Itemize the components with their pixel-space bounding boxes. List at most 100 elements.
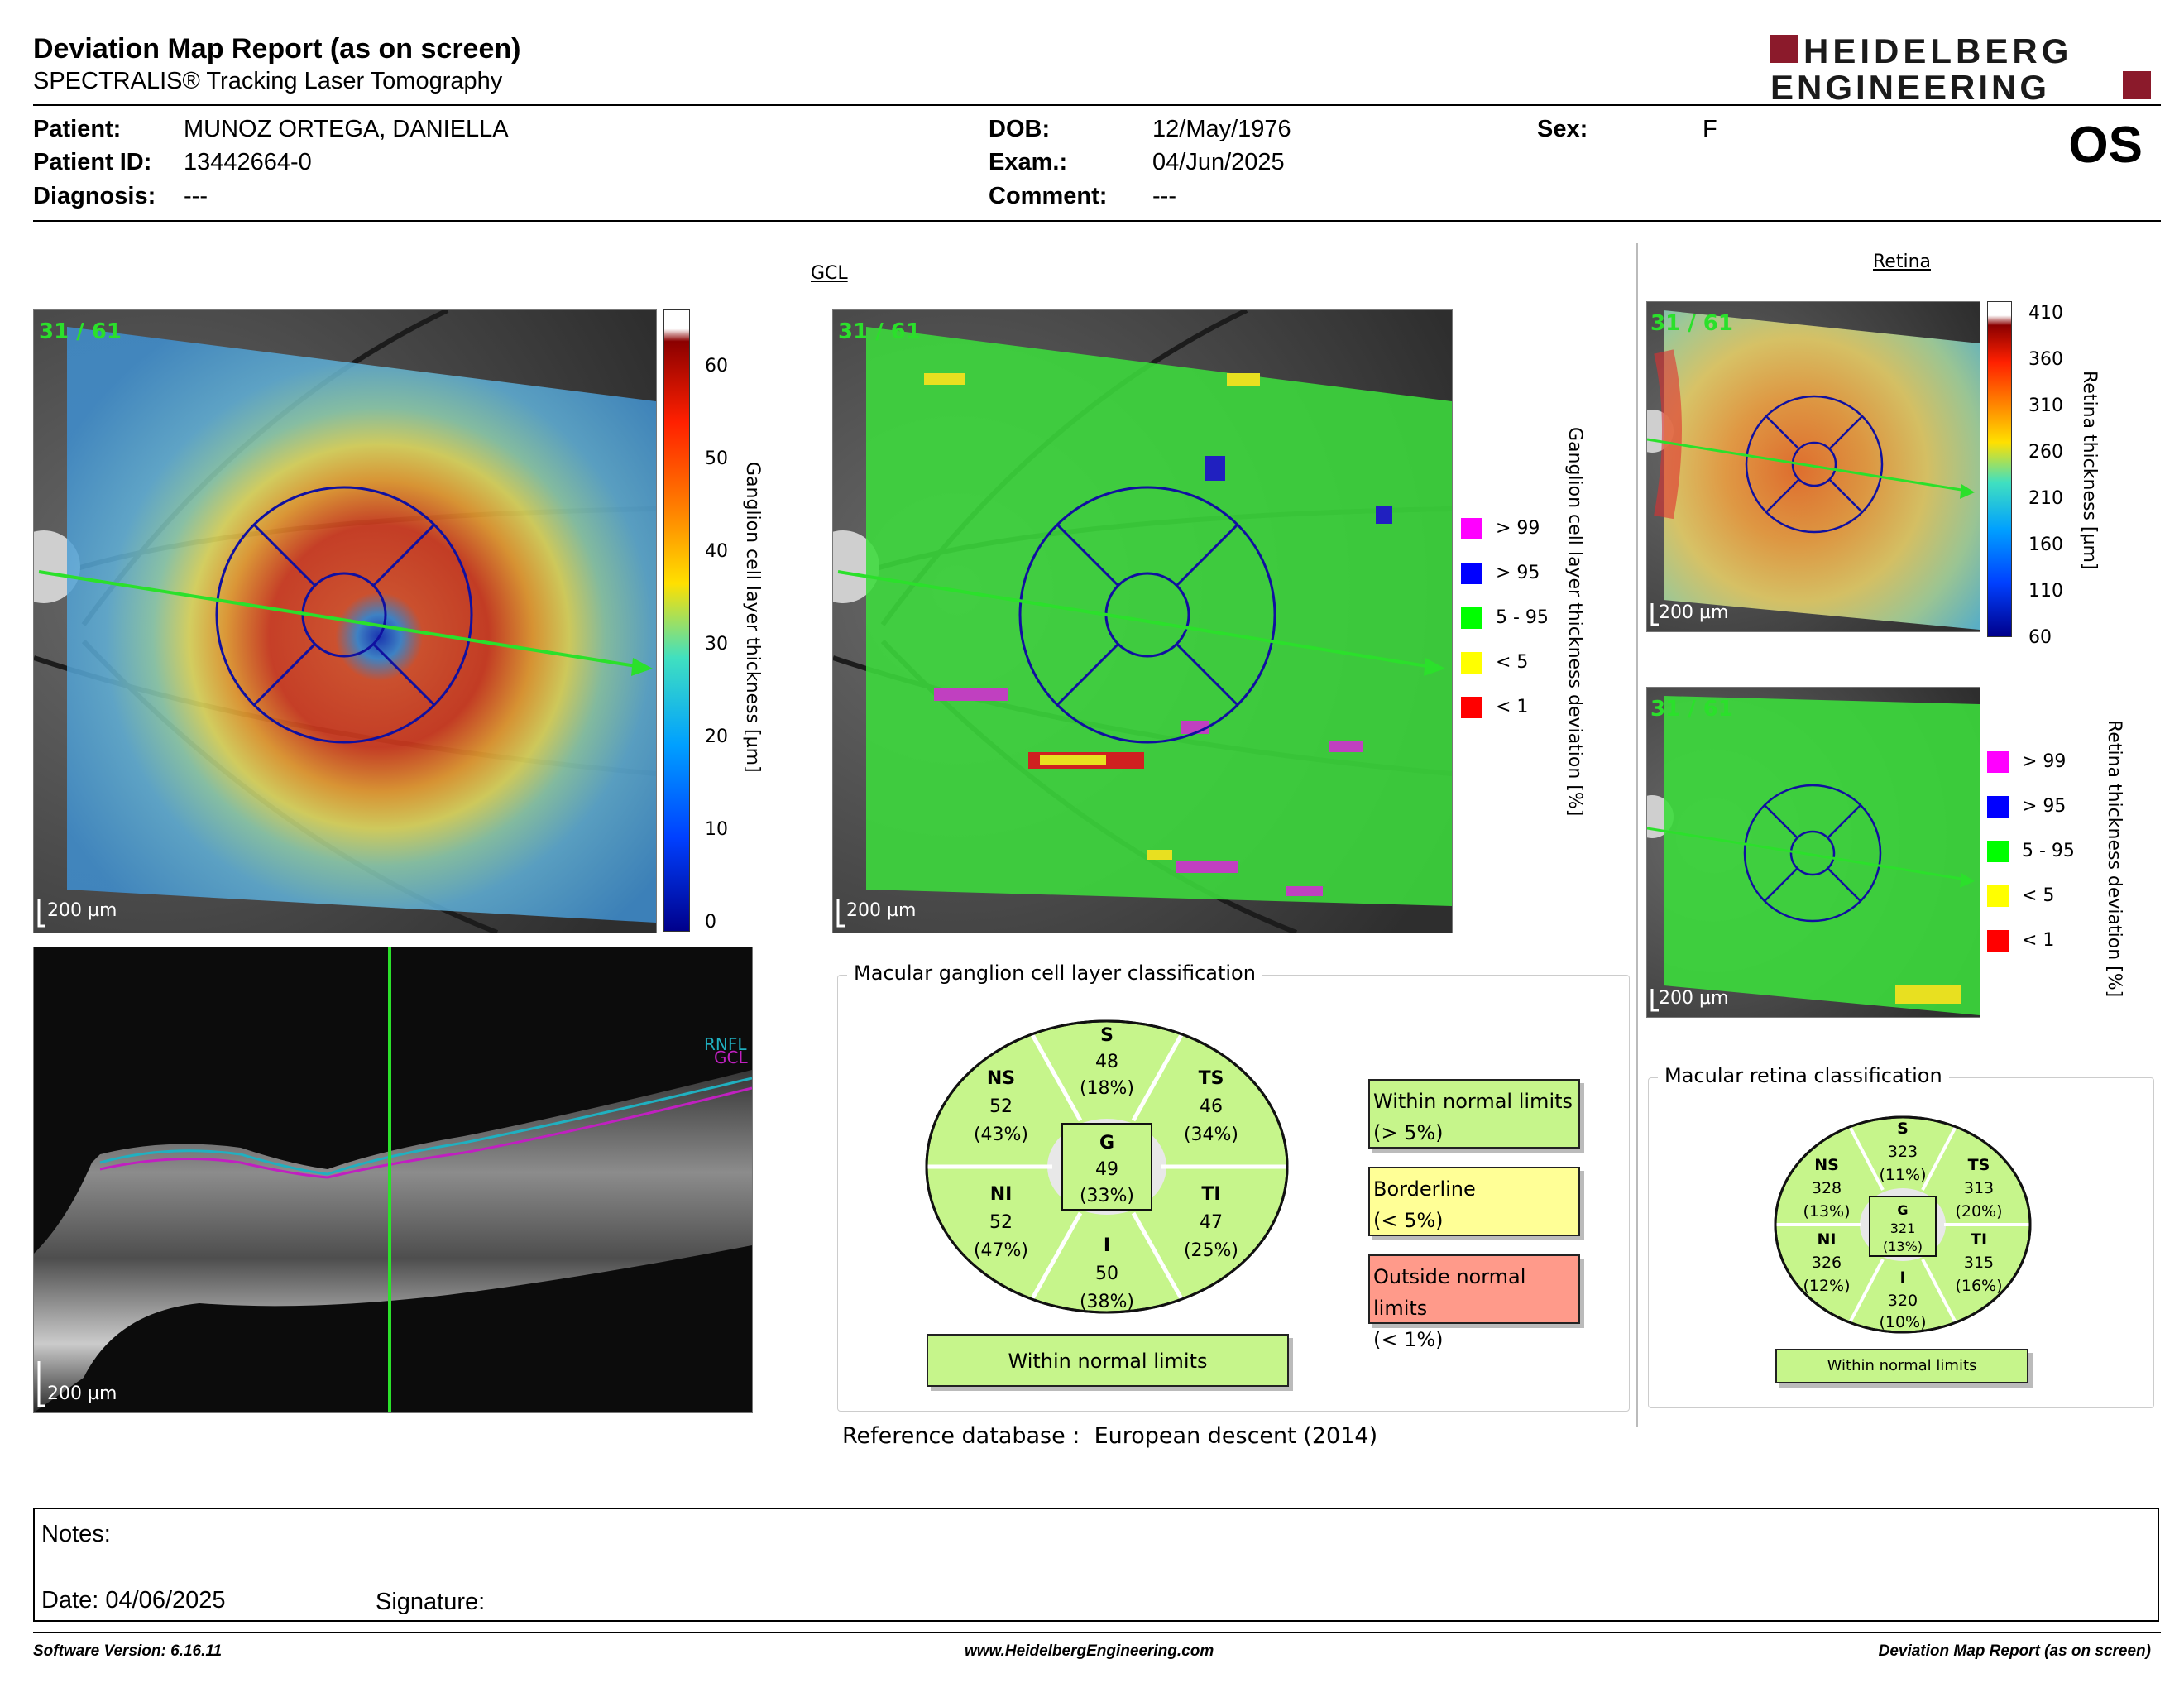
report-name-footer: Deviation Map Report (as on screen) (1878, 1642, 2151, 1660)
patient-name: MUNOZ ORTEGA, DANIELLA (184, 116, 509, 142)
retina-legend-swatch (1987, 751, 2009, 773)
dob-value: 12/May/1976 (1152, 116, 1291, 142)
svg-text:ENGINEERING: ENGINEERING (1770, 68, 2050, 104)
notes-label: Notes: (41, 1521, 111, 1547)
retina-legend-item: < 1 (1987, 930, 2054, 952)
svg-text:200 µm: 200 µm (47, 1383, 117, 1404)
svg-text:(11%): (11%) (1879, 1166, 1926, 1184)
report-title: Deviation Map Report (as on screen) (33, 33, 521, 65)
legend-within-normal: Within normal limits (> 5%) (1368, 1079, 1580, 1149)
legend-outside-normal: Outside normal limits (< 1%) (1368, 1254, 1580, 1351)
eye-indicator: OS (2068, 117, 2143, 174)
retina-classification-result: Within normal limits (1775, 1349, 2028, 1383)
notes-signature-label: Signature: (376, 1589, 486, 1615)
diagnosis-value: --- (184, 183, 208, 209)
svg-text:328: 328 (1812, 1179, 1842, 1197)
gcl-legend-swatch (1461, 652, 1482, 674)
svg-text:NS: NS (987, 1068, 1015, 1089)
svg-text:GCL: GCL (714, 1048, 748, 1067)
retina-legend-label: < 5 (2022, 885, 2055, 906)
svg-text:47: 47 (1200, 1212, 1223, 1233)
gcl-legend-swatch (1461, 563, 1482, 584)
gcl-thickness-tick: 30 (705, 634, 728, 655)
svg-text:(38%): (38%) (1080, 1292, 1134, 1312)
svg-text:I: I (1104, 1235, 1110, 1256)
gcl-thickness-axis-label: Ganglion cell layer thickness [µm] (742, 462, 763, 773)
svg-text:200 µm: 200 µm (1659, 988, 1728, 1009)
svg-text:RNFL: RNFL (704, 1034, 747, 1054)
website-link[interactable]: www.HeidelbergEngineering.com (965, 1642, 1214, 1660)
gcl-legend-label: > 99 (1496, 518, 1540, 539)
svg-text:(16%): (16%) (1955, 1277, 2002, 1295)
section-divider (1636, 243, 1638, 1427)
retina-thickness-tick: 210 (2028, 488, 2063, 509)
gcl-classification-chart: S 48 (18%) NS 52 (43%) TS 46 (34%) G 49 … (925, 1019, 1289, 1314)
software-version: Software Version: 6.16.11 (33, 1642, 223, 1660)
svg-text:TS: TS (1968, 1156, 1990, 1174)
oct-bscan[interactable]: RNFL GCL 200 µm (33, 947, 753, 1413)
svg-text:(33%): (33%) (1080, 1186, 1134, 1206)
retina-thickness-colorbar (1987, 301, 2012, 637)
gcl-thickness-tick: 60 (705, 356, 728, 376)
svg-text:(47%): (47%) (974, 1240, 1028, 1261)
retina-legend-swatch (1987, 930, 2009, 952)
gcl-deviation-axis-label: Ganglion cell layer thickness deviation … (1564, 427, 1585, 817)
svg-text:(10%): (10%) (1879, 1313, 1926, 1331)
svg-text:(43%): (43%) (974, 1125, 1028, 1145)
comment-label: Comment: (989, 183, 1108, 209)
gcl-legend-label: > 95 (1496, 563, 1540, 583)
retina-legend-label: 5 - 95 (2022, 841, 2075, 861)
notes-box[interactable]: Notes: Date: 04/06/2025 Signature: (33, 1508, 2159, 1622)
dob-label: DOB: (989, 116, 1051, 142)
gcl-legend-label: < 5 (1496, 652, 1529, 673)
gcl-thickness-map[interactable]: 31 / 61 200 µm (33, 309, 657, 933)
diagnosis-label: Diagnosis: (33, 183, 156, 209)
retina-legend-label: > 95 (2022, 796, 2067, 817)
svg-text:31 / 61: 31 / 61 (39, 319, 122, 344)
retina-thickness-tick: 360 (2028, 349, 2063, 370)
retina-thickness-map[interactable]: 31 / 61 200 µm (1646, 301, 1980, 632)
gcl-thickness-colorbar (663, 309, 690, 932)
retina-thickness-axis-label: Retina thickness [µm] (2079, 371, 2100, 570)
retina-thickness-tick: 310 (2028, 396, 2063, 416)
retina-deviation-axis-label: Retina thickness deviation [%] (2104, 720, 2124, 998)
retina-section-title: Retina (1873, 252, 1931, 272)
gcl-legend-item: 5 - 95 (1461, 607, 1549, 629)
gcl-deviation-map[interactable]: 31 / 61 200 µm (832, 309, 1453, 933)
svg-text:(12%): (12%) (1803, 1277, 1850, 1295)
svg-text:(34%): (34%) (1184, 1125, 1238, 1145)
gcl-thickness-tick: 0 (705, 912, 716, 933)
gcl-legend-item: > 95 (1461, 563, 1540, 584)
patient-id-label: Patient ID: (33, 149, 152, 175)
svg-text:TI: TI (1201, 1184, 1220, 1205)
gcl-legend-swatch (1461, 697, 1482, 718)
svg-text:(13%): (13%) (1883, 1239, 1923, 1254)
report-subtitle: SPECTRALIS® Tracking Laser Tomography (33, 68, 503, 94)
gcl-classification-title: Macular ganglion cell layer classificati… (847, 961, 1262, 985)
svg-text:200 µm: 200 µm (846, 900, 916, 921)
svg-text:31 / 61: 31 / 61 (1650, 697, 1733, 722)
retina-legend-swatch (1987, 841, 2009, 862)
patient-id: 13442664-0 (184, 149, 312, 175)
svg-text:321: 321 (1890, 1220, 1916, 1236)
retina-thickness-tick: 260 (2028, 442, 2063, 463)
svg-text:200 µm: 200 µm (1659, 602, 1728, 623)
sex-value: F (1703, 116, 1717, 142)
svg-text:52: 52 (989, 1096, 1013, 1117)
gcl-legend-item: < 1 (1461, 697, 1528, 718)
svg-text:TS: TS (1199, 1068, 1224, 1089)
gcl-legend-label: 5 - 95 (1496, 607, 1549, 628)
svg-text:S: S (1100, 1025, 1114, 1046)
svg-text:48: 48 (1095, 1052, 1118, 1072)
gcl-thickness-tick: 40 (705, 541, 728, 562)
svg-text:I: I (1899, 1268, 1905, 1287)
svg-text:NI: NI (990, 1184, 1013, 1205)
gcl-thickness-tick: 20 (705, 727, 728, 747)
header-rule (33, 104, 2161, 106)
retina-deviation-map[interactable]: 31 / 61 200 µm (1646, 687, 1980, 1018)
retina-legend-item: 5 - 95 (1987, 841, 2075, 862)
gcl-section-title: GCL (811, 263, 848, 284)
svg-text:TI: TI (1971, 1230, 1987, 1249)
retina-legend-item: > 95 (1987, 796, 2066, 818)
svg-text:200 µm: 200 µm (47, 900, 117, 921)
